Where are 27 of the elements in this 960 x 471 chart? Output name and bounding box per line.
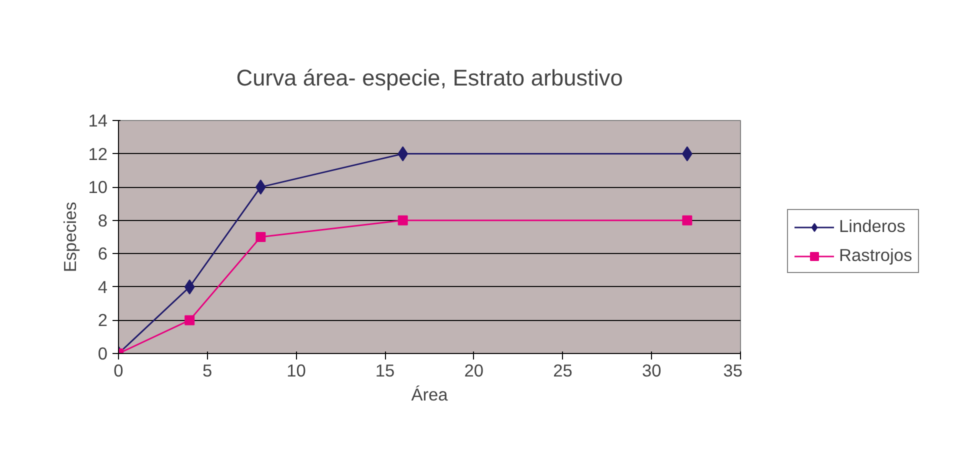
legend-label: Rastrojos [839, 245, 912, 266]
legend-label: Linderos [839, 216, 906, 237]
x-axis-title: Área [411, 384, 448, 404]
y-tick-label: 10 [88, 177, 108, 198]
point [256, 232, 266, 242]
x-tick-label: 30 [642, 360, 662, 380]
y-tick-label: 2 [98, 310, 108, 330]
y-axis-title: Especies [60, 202, 80, 272]
y-tick-label: 12 [88, 144, 108, 164]
x-tick-label: 25 [553, 360, 572, 380]
y-tick-label: 14 [88, 110, 108, 130]
x-tick-label: 0 [114, 360, 124, 380]
point [398, 215, 408, 226]
x-tick-label: 20 [464, 360, 484, 380]
chart-title: Curva área- especie, Estrato arbustivo [236, 64, 623, 90]
point [184, 315, 195, 326]
y-tick-label: 4 [98, 276, 108, 297]
x-tick-label: 10 [286, 360, 306, 380]
point [398, 146, 408, 162]
x-tick-label: 5 [202, 360, 212, 380]
y-tick-label: 0 [98, 344, 108, 364]
point [682, 215, 692, 226]
y-tick-label: 8 [98, 210, 108, 230]
y-tick-label: 6 [98, 244, 108, 264]
x-tick-label: 15 [375, 360, 395, 380]
point [184, 279, 195, 294]
x-tick-label: 35 [723, 360, 743, 380]
